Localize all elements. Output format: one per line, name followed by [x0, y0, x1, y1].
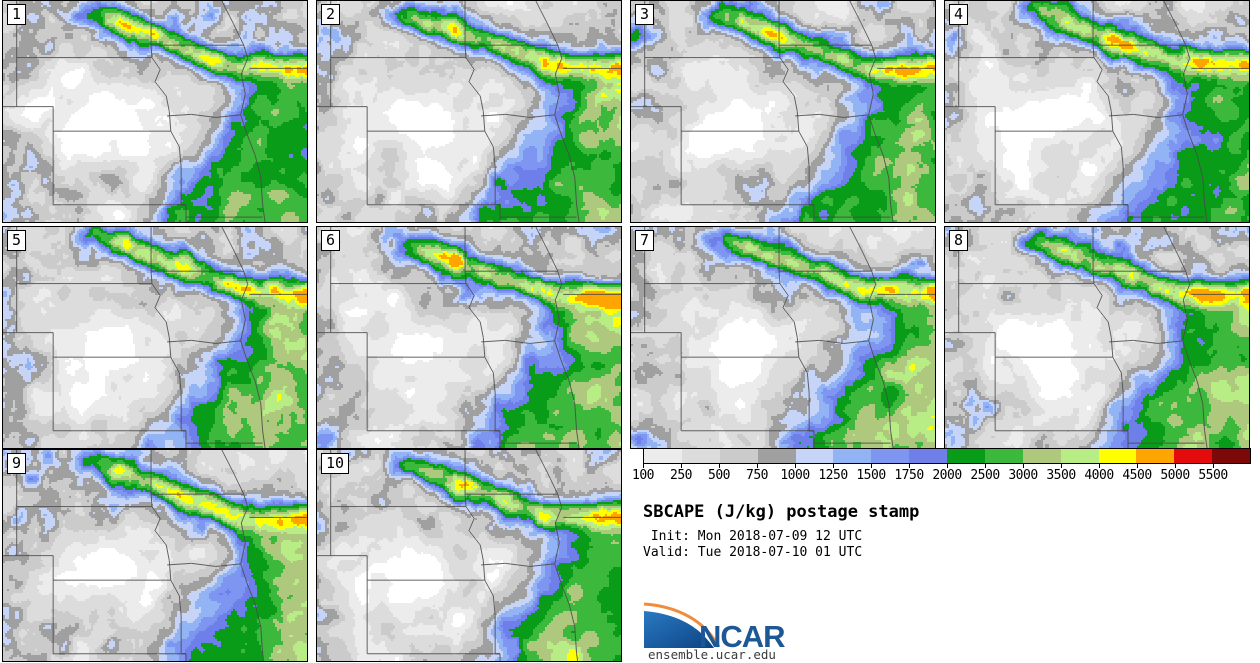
colorbar-segment [1136, 449, 1175, 463]
colorbar-segment [644, 449, 682, 463]
colorbar-segment [947, 449, 985, 463]
cape-map-canvas [3, 450, 307, 661]
colorbar-tick-label: 250 [670, 468, 692, 483]
valid-time-line: Valid: Tue 2018-07-10 01 UTC [643, 545, 863, 560]
colorbar-segment [795, 449, 834, 463]
colorbar-segment [1060, 449, 1099, 463]
colorbar-tick-label: 5500 [1198, 468, 1228, 483]
colorbar-tick [985, 464, 986, 468]
colorbar-tick [947, 464, 948, 468]
ensemble-member-panel: 9 [2, 449, 308, 662]
colorbar-segment [757, 449, 796, 463]
ncar-swoosh-orange-arc [643, 602, 721, 648]
member-number-label: 10 [321, 453, 350, 474]
colorbar-tick-label: 3500 [1046, 468, 1076, 483]
member-number-label: 2 [321, 4, 341, 25]
colorbar-tick [1023, 464, 1024, 468]
colorbar-tick [833, 464, 834, 468]
ncar-logo-text: NCAR [699, 619, 785, 650]
colorbar-tick-label: 1500 [856, 468, 886, 483]
colorbar-tick-label: 1000 [780, 468, 810, 483]
ensemble-member-panel: 2 [316, 0, 622, 223]
colorbar-tick-label: 3000 [1008, 468, 1038, 483]
ensemble-member-panel: 6 [316, 226, 622, 449]
cape-map-canvas [317, 450, 621, 661]
colorbar-tick [795, 464, 796, 468]
colorbar-tick [909, 464, 910, 468]
colorbar-tick-label: 2000 [932, 468, 962, 483]
ensemble-member-panel: 7 [630, 226, 936, 449]
member-number-label: 9 [7, 453, 27, 474]
ensemble-member-panel: 3 [630, 0, 936, 223]
colorbar-segment [833, 449, 872, 463]
init-time-line: Init: Mon 2018-07-09 12 UTC [643, 529, 863, 544]
ncar-swoosh-blue-wedge [644, 611, 714, 648]
colorbar-tick [643, 464, 644, 468]
member-number-label: 1 [7, 4, 27, 25]
colorbar-tick [681, 464, 682, 468]
colorbar-segment [984, 449, 1023, 463]
colorbar-segment [1022, 449, 1061, 463]
cape-map-canvas [317, 227, 621, 448]
colorbar-tick-label: 500 [708, 468, 730, 483]
colorbar-segment [1212, 449, 1250, 463]
cape-map-canvas [631, 227, 935, 448]
colorbar-tick-label: 750 [746, 468, 768, 483]
member-number-label: 3 [635, 4, 655, 25]
colorbar-tick [1213, 464, 1214, 468]
colorbar-segment [909, 449, 947, 463]
cape-map-canvas [3, 1, 307, 222]
colorbar-tick-label: 1250 [818, 468, 848, 483]
ensemble-member-panel: 4 [944, 0, 1250, 223]
colorbar-tick [1137, 464, 1138, 468]
colorbar-tick [1061, 464, 1062, 468]
colorbar-segment [871, 449, 910, 463]
cape-map-canvas [945, 227, 1249, 448]
ensemble-member-panel: 5 [2, 226, 308, 449]
ensemble-member-panel: 8 [944, 226, 1250, 449]
member-number-label: 6 [321, 230, 341, 251]
ensemble-member-panel: 1 [2, 0, 308, 223]
colorbar [643, 448, 1251, 464]
colorbar-tick [1175, 464, 1176, 468]
colorbar-segment [1098, 449, 1137, 463]
colorbar-segment [719, 449, 758, 463]
colorbar-tick-label: 4000 [1084, 468, 1114, 483]
colorbar-tick-label: 5000 [1160, 468, 1190, 483]
colorbar-tick-label: 1750 [894, 468, 924, 483]
cape-map-canvas [3, 227, 307, 448]
member-number-label: 8 [949, 230, 969, 251]
ncar-logo: NCAR [643, 602, 786, 650]
member-number-label: 7 [635, 230, 655, 251]
colorbar-tick-label: 2500 [970, 468, 1000, 483]
member-number-label: 4 [949, 4, 969, 25]
colorbar-tick-label: 4500 [1122, 468, 1152, 483]
logo-url: ensemble.ucar.edu [648, 647, 776, 662]
member-number-label: 5 [7, 230, 27, 251]
colorbar-tick-label: 100 [632, 468, 654, 483]
cape-map-canvas [631, 1, 935, 222]
colorbar-segment [1174, 449, 1213, 463]
colorbar-tick [1099, 464, 1100, 468]
plot-title: SBCAPE (J/kg) postage stamp [643, 502, 920, 522]
colorbar-tick [719, 464, 720, 468]
colorbar-tick [757, 464, 758, 468]
colorbar-tick [871, 464, 872, 468]
cape-map-canvas [945, 1, 1249, 222]
cape-map-canvas [317, 1, 621, 222]
colorbar-segment [681, 449, 720, 463]
ensemble-member-panel: 10 [316, 449, 622, 662]
